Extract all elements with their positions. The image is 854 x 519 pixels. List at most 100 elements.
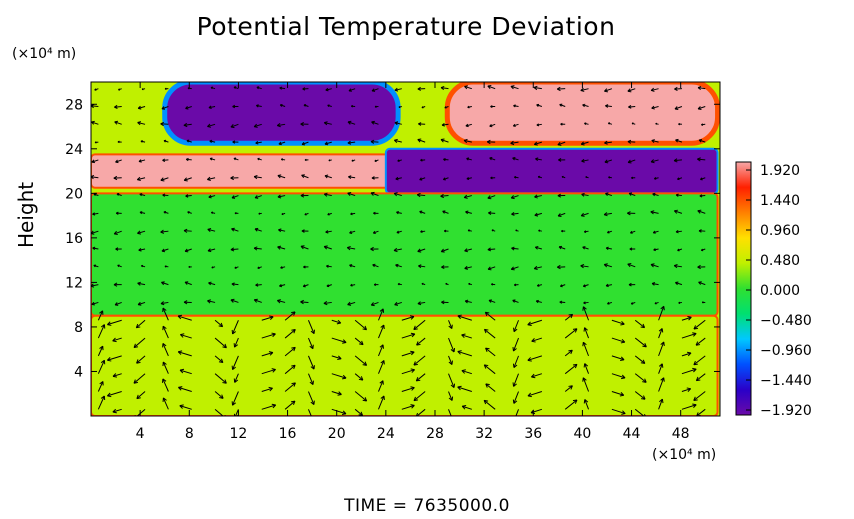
wind-vector xyxy=(448,409,452,416)
wind-vector xyxy=(457,350,472,357)
wind-vector-head xyxy=(301,141,306,146)
wind-vector-head xyxy=(619,392,625,397)
wind-vector xyxy=(634,391,646,400)
wind-vector-head xyxy=(582,341,587,347)
wind-vector xyxy=(681,352,692,357)
wind-vector xyxy=(137,177,146,181)
wind-vector-head xyxy=(230,124,235,129)
wind-vector-head xyxy=(582,306,587,311)
wind-vector-head xyxy=(674,86,678,91)
wind-vector-head xyxy=(468,282,471,286)
wind-vector-head xyxy=(179,404,184,409)
wind-vector-head xyxy=(219,394,224,399)
wind-vector-head xyxy=(112,337,117,343)
colorbar-tick-label: −0.480 xyxy=(760,313,812,329)
wind-vector-head xyxy=(701,301,704,304)
wind-vector-head xyxy=(604,159,609,164)
wind-vector xyxy=(115,159,122,163)
wind-vector xyxy=(185,106,192,110)
wind-vector-head xyxy=(630,230,633,234)
wind-vector xyxy=(394,122,402,125)
wind-vector-head xyxy=(279,86,283,90)
wind-vector-head xyxy=(362,325,367,331)
wind-vector xyxy=(483,399,496,410)
wind-vector-head xyxy=(654,177,657,180)
wind-vector xyxy=(394,88,402,91)
wind-vector-head xyxy=(301,174,305,179)
wind-vector-head xyxy=(113,230,118,235)
wind-vector-head xyxy=(276,122,281,128)
wind-vector xyxy=(604,141,612,144)
wind-vector xyxy=(487,248,496,251)
wind-vector xyxy=(658,398,663,410)
wind-vector-head xyxy=(440,248,445,253)
wind-vector xyxy=(581,141,589,145)
wind-vector-head xyxy=(630,302,634,305)
wind-vector xyxy=(513,373,519,387)
wind-vector-head xyxy=(641,395,646,400)
wind-vector-head xyxy=(698,281,702,285)
x-tick-label: 28 xyxy=(426,426,444,442)
colorbar-tick-label: 1.920 xyxy=(760,163,800,179)
wind-vector xyxy=(231,283,239,286)
wind-vector-head xyxy=(393,247,398,253)
wind-vector-head xyxy=(583,301,586,305)
wind-vector xyxy=(650,264,659,268)
wind-vector xyxy=(347,301,356,306)
wind-vector-head xyxy=(350,104,354,108)
wind-vector-head xyxy=(583,327,588,332)
wind-vector-head xyxy=(207,299,211,304)
wind-vector xyxy=(487,266,496,270)
wind-vector xyxy=(324,122,332,125)
wind-vector-head xyxy=(675,229,679,234)
wind-vector-head xyxy=(513,327,518,333)
wind-vector xyxy=(650,88,659,91)
x-tick-label: 40 xyxy=(573,426,591,442)
wind-vector xyxy=(371,301,379,306)
wind-vector-head xyxy=(513,418,517,422)
wind-vector xyxy=(440,87,449,90)
wind-vector xyxy=(650,159,659,163)
wind-vector xyxy=(261,316,274,321)
wind-vector-head xyxy=(91,301,95,306)
wind-vector xyxy=(378,380,384,392)
wind-vector-head xyxy=(136,176,141,182)
wind-vector xyxy=(91,105,99,107)
wind-vector xyxy=(254,228,262,232)
wind-vector xyxy=(627,263,636,268)
y-tick-label: 16 xyxy=(65,231,83,247)
wind-vector-head xyxy=(163,210,167,214)
wind-vector-head xyxy=(483,399,489,405)
wind-vector-head xyxy=(323,300,328,306)
wind-vector-head xyxy=(374,105,377,108)
wind-vector-head xyxy=(258,212,261,215)
wind-vector xyxy=(162,325,169,339)
wind-vector xyxy=(584,363,590,374)
wind-vector-head xyxy=(398,105,401,109)
wind-vector-head xyxy=(651,282,656,286)
wind-vector xyxy=(417,248,426,252)
wind-vector xyxy=(331,337,347,343)
wind-vector-head xyxy=(701,123,704,126)
wind-vector xyxy=(208,282,216,286)
wind-vector xyxy=(693,391,706,401)
wind-vector xyxy=(533,87,542,90)
wind-vector-head xyxy=(557,264,561,270)
wind-vector-head xyxy=(629,247,633,251)
wind-vector xyxy=(580,265,589,268)
wind-vector-head xyxy=(620,320,625,326)
wind-vector xyxy=(162,361,169,374)
wind-vector-head xyxy=(163,139,167,143)
wind-vector xyxy=(531,373,543,378)
wind-vector xyxy=(307,355,315,370)
wind-vector xyxy=(97,310,104,321)
wind-vector-head xyxy=(183,177,188,182)
x-tick-label: 32 xyxy=(475,426,493,442)
wind-vector-head xyxy=(290,400,296,405)
wind-vector xyxy=(112,373,122,377)
wind-vector xyxy=(114,230,122,235)
wind-vector xyxy=(611,319,625,325)
wind-vector xyxy=(354,337,364,346)
wind-vector xyxy=(112,337,122,342)
wind-vector-head xyxy=(697,264,701,270)
